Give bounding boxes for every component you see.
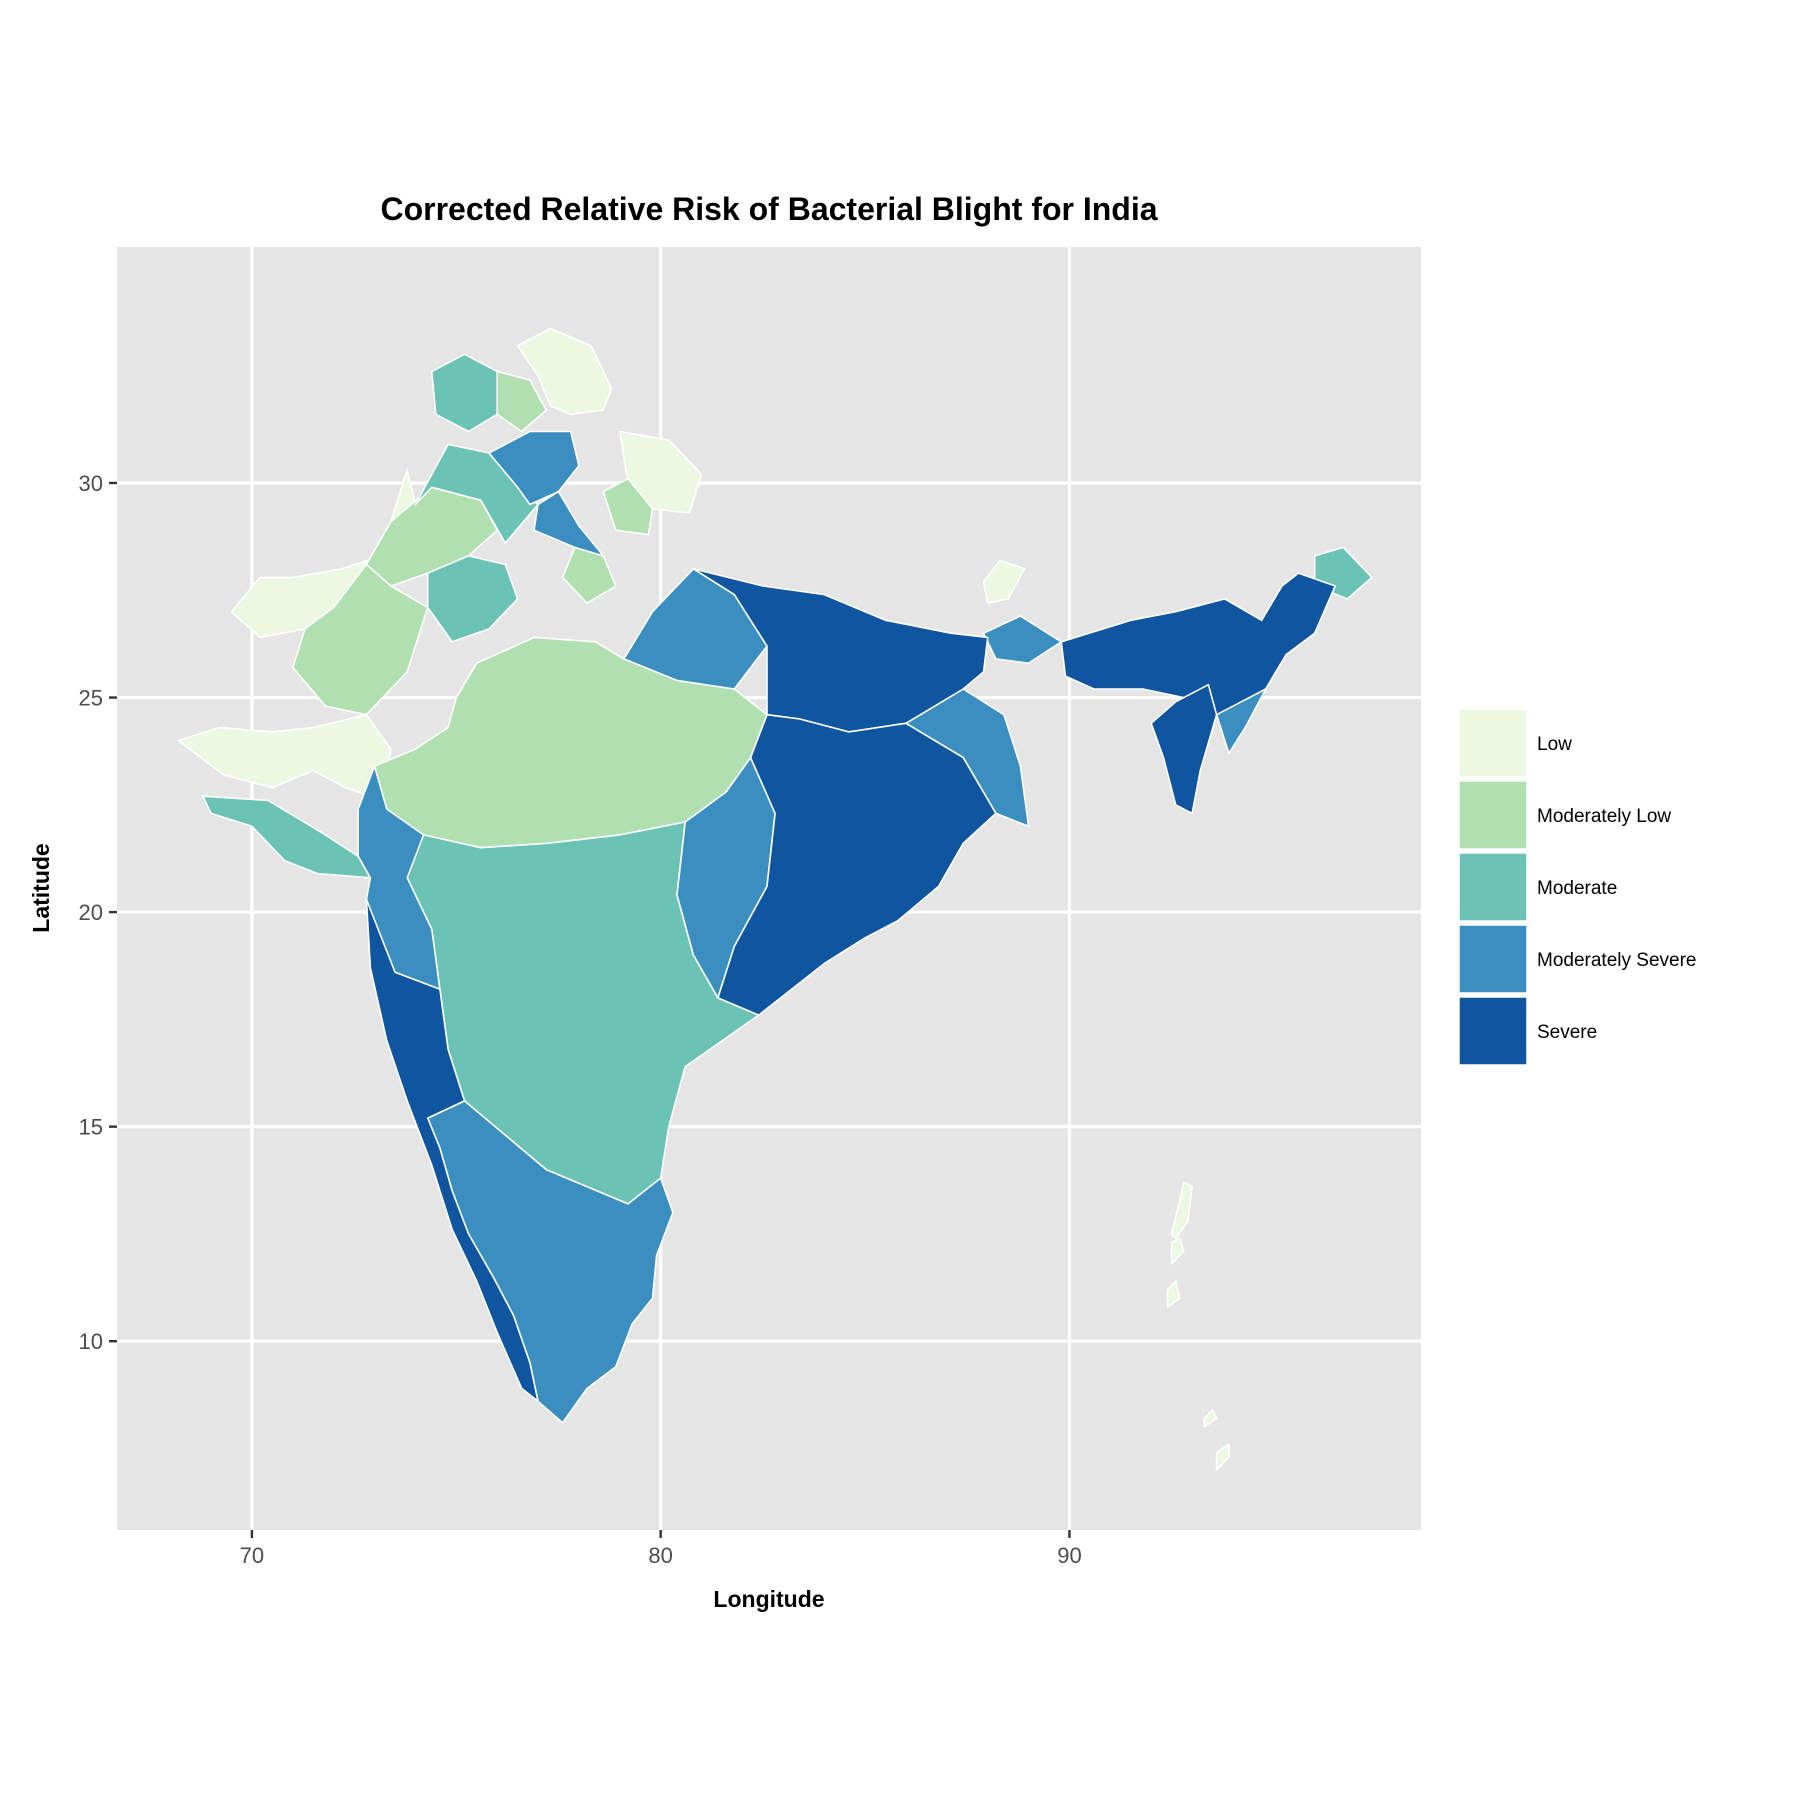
y-tick-label: 30: [79, 471, 103, 496]
map-region: [365, 898, 539, 1403]
map-region: [1170, 1181, 1193, 1239]
legend-key: [1458, 780, 1528, 850]
map-region: [717, 713, 997, 1016]
x-tick-label: 80: [648, 1543, 672, 1568]
map-region: [1166, 1280, 1181, 1308]
legend-key: [1458, 924, 1528, 994]
legend-key: [1458, 708, 1528, 778]
y-tick-label: 10: [79, 1329, 103, 1354]
map-region: [488, 430, 580, 506]
map: [177, 327, 1373, 1471]
map-region: [291, 563, 429, 716]
map-region: [1215, 1443, 1230, 1471]
map-region: [692, 567, 989, 733]
map-region: [1150, 683, 1218, 815]
map-region: [1203, 1409, 1218, 1428]
legend-key: [1458, 996, 1528, 1066]
map-region: [1060, 572, 1336, 716]
x-tick-label: 70: [240, 1543, 264, 1568]
map-region: [533, 490, 605, 557]
legend-label: Low: [1537, 734, 1572, 755]
legend-label: Moderately Severe: [1537, 950, 1696, 971]
y-tick-label: 15: [79, 1115, 103, 1140]
x-tick-label: 90: [1057, 1543, 1081, 1568]
map-region: [516, 327, 613, 416]
legend-label: Severe: [1537, 1022, 1597, 1043]
legend-key: [1458, 852, 1528, 922]
map-region: [982, 559, 1026, 605]
map-region: [426, 555, 519, 643]
chart-title: Corrected Relative Risk of Bacterial Bli…: [380, 191, 1157, 227]
map-region: [982, 615, 1063, 665]
x-axis-title: Longitude: [713, 1586, 824, 1612]
map-region: [1170, 1237, 1185, 1265]
map-region: [430, 353, 499, 433]
legend-label: Moderate: [1537, 878, 1617, 899]
map-region: [202, 795, 372, 879]
axes: 70 80 90 10 15 20 25 30: [79, 471, 1082, 1568]
legend: Low Moderately Low Moderate Moderately Seve…: [1458, 708, 1696, 1066]
map-region: [602, 477, 654, 536]
y-tick-label: 20: [79, 900, 103, 925]
y-axis-title: Latitude: [28, 843, 54, 932]
y-tick-label: 25: [79, 686, 103, 711]
legend-label: Moderately Low: [1537, 806, 1671, 827]
